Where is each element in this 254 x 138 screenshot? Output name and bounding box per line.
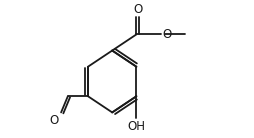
Text: O: O (163, 28, 172, 41)
Text: O: O (49, 114, 58, 127)
Text: OH: OH (128, 120, 145, 133)
Text: O: O (133, 3, 142, 16)
